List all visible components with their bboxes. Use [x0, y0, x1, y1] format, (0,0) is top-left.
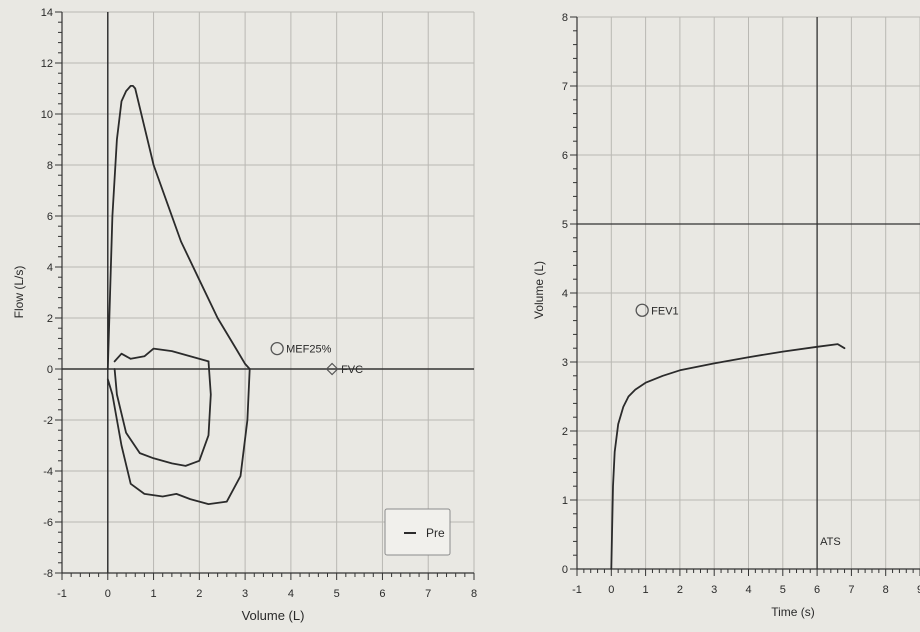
x-tick-label: 6	[814, 584, 820, 596]
y-tick-label: 4	[47, 262, 53, 274]
flow-volume-y-axis-label: Flow (L/s)	[12, 266, 26, 319]
x-tick-label: 0	[608, 584, 614, 596]
x-tick-label: 8	[883, 584, 889, 596]
marker-mef25	[270, 341, 284, 356]
y-tick-label: 14	[41, 7, 53, 19]
y-tick-label: 6	[562, 150, 568, 162]
x-tick-label: 7	[848, 584, 854, 596]
y-tick-label: 4	[562, 288, 568, 300]
y-tick-label: -8	[43, 568, 53, 580]
marker-fvc	[325, 362, 339, 376]
flow-volume-x-axis-label: Volume (L)	[242, 608, 305, 623]
legend-entry-pre: Pre	[426, 526, 445, 540]
x-tick-label: 8	[471, 588, 477, 600]
volume-time-x-axis-label: Time (s)	[771, 605, 815, 619]
x-tick-label: 5	[780, 584, 786, 596]
x-tick-label: 1	[150, 588, 156, 600]
series-line-trace-0	[610, 343, 846, 570]
volume-time-ticks: 0 1 2 3 4 5 6 7 8 -1 0 1 2 3 4 5 6 7 8 9	[562, 12, 920, 596]
x-tick-label: -1	[572, 584, 582, 596]
y-tick-label: 0	[47, 364, 53, 376]
series-line-trace-2	[113, 347, 210, 363]
x-tick-label: 0	[105, 588, 111, 600]
marker-label-mef25: MEF25%	[286, 344, 331, 356]
series-line-trace-1	[106, 368, 251, 505]
ats-reference-label: ATS	[820, 536, 841, 548]
y-tick-label: -2	[43, 415, 53, 427]
y-tick-label: 8	[562, 12, 568, 24]
y-tick-label: 6	[47, 211, 53, 223]
x-tick-label: -1	[57, 588, 67, 600]
x-tick-label: 2	[677, 584, 683, 596]
flow-volume-markers: MEF25% FVC	[270, 341, 363, 376]
legend-box: Pre	[384, 508, 451, 556]
y-tick-label: 8	[47, 160, 53, 172]
marker-label-fvc: FVC	[341, 364, 363, 376]
y-tick-label: 5	[562, 219, 568, 231]
y-tick-label: 1	[562, 495, 568, 507]
y-tick-label: 3	[562, 357, 568, 369]
y-tick-label: -6	[43, 517, 53, 529]
x-tick-label: 4	[288, 588, 294, 600]
x-tick-label: 3	[242, 588, 248, 600]
volume-time-y-axis-label: Volume (L)	[532, 261, 546, 319]
y-tick-label: 7	[562, 81, 568, 93]
y-tick-label: -4	[43, 466, 53, 478]
y-tick-label: 2	[562, 426, 568, 438]
x-tick-label: 4	[745, 584, 751, 596]
y-tick-label: 0	[562, 564, 568, 576]
x-tick-label: 3	[711, 584, 717, 596]
series-line-pre	[106, 85, 251, 370]
flow-volume-axes	[61, 12, 474, 574]
y-tick-label: 10	[41, 109, 53, 121]
volume-time-markers: FEV1	[635, 303, 679, 317]
x-tick-label: 7	[425, 588, 431, 600]
y-tick-label: 2	[47, 313, 53, 325]
marker-fev1	[635, 303, 649, 317]
x-tick-label: 9	[917, 584, 920, 596]
series-line-trace-3	[113, 360, 212, 467]
x-tick-label: 2	[196, 588, 202, 600]
x-tick-label: 1	[643, 584, 649, 596]
x-tick-label: 6	[379, 588, 385, 600]
flow-volume-series	[106, 85, 251, 505]
y-tick-label: 12	[41, 58, 53, 70]
marker-label-fev1: FEV1	[651, 305, 679, 317]
volume-time-series	[610, 343, 846, 570]
x-tick-label: 5	[334, 588, 340, 600]
